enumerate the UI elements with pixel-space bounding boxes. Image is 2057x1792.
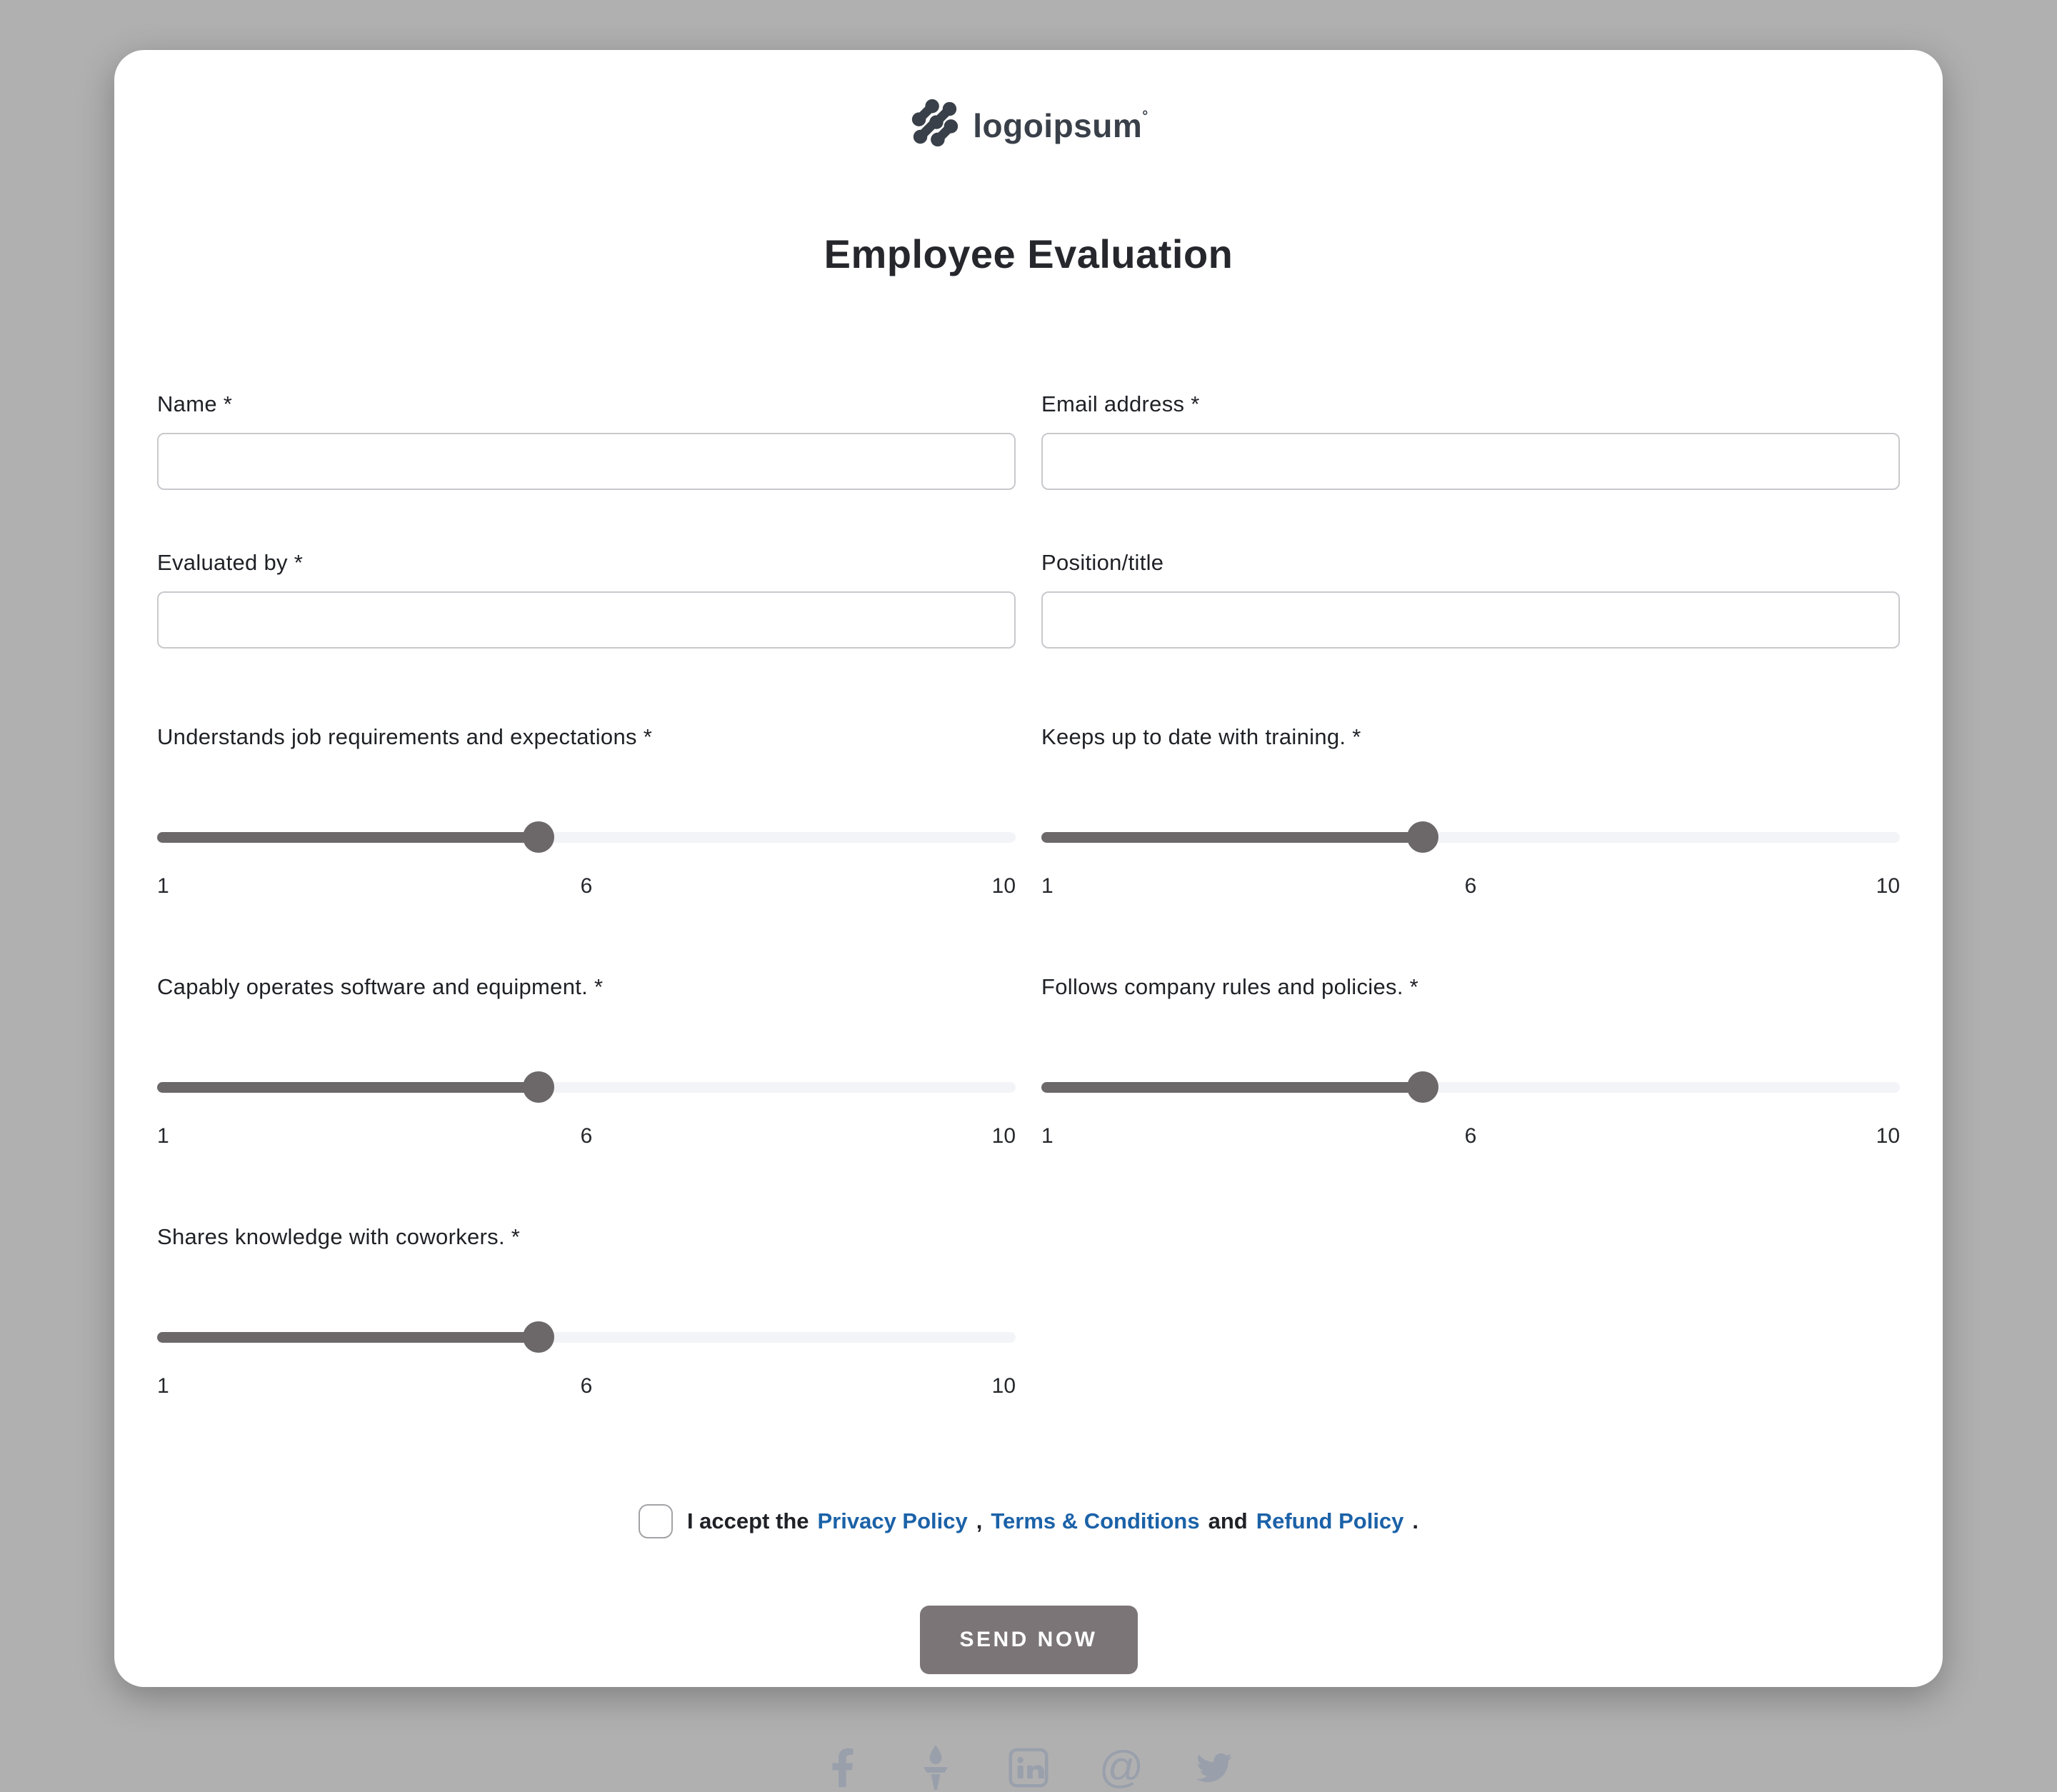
slider-fill <box>157 831 539 843</box>
at-glyph: @ <box>1098 1743 1144 1792</box>
slider-thumb[interactable] <box>1407 821 1439 853</box>
consent-checkbox[interactable] <box>638 1504 673 1538</box>
slider-ticks: 1 6 10 <box>157 1124 1016 1148</box>
logoipsum-icon <box>909 97 961 154</box>
page-title: Employee Evaluation <box>824 231 1233 276</box>
slider-ticks: 1 6 10 <box>157 874 1016 898</box>
slider-ticks: 1 6 10 <box>1041 874 1900 898</box>
email-input[interactable] <box>1041 433 1900 490</box>
slider-group-rules: Follows company rules and policies. * 1 … <box>1041 958 1900 1148</box>
slider-group-software: Capably operates software and equipment.… <box>157 958 1016 1148</box>
slider-track[interactable] <box>157 1321 1016 1353</box>
logo: logoipsum ° <box>157 97 1900 154</box>
evaluated-by-label: Evaluated by * <box>157 550 304 575</box>
name-label: Name * <box>157 391 233 416</box>
slider-fill <box>157 1331 539 1343</box>
slider-ticks: 1 6 10 <box>157 1374 1016 1398</box>
tick-min: 1 <box>1041 1124 1053 1148</box>
slider-thumb[interactable] <box>523 1321 555 1353</box>
tick-min: 1 <box>157 1124 169 1148</box>
slider-track[interactable] <box>1041 821 1900 853</box>
consent-row: I accept the Privacy Policy , Terms & Co… <box>157 1504 1900 1538</box>
slider-track[interactable] <box>157 1071 1016 1103</box>
slider-label: Shares knowledge with coworkers. * <box>157 1224 521 1249</box>
logo-trademark-dot: ° <box>1142 108 1148 124</box>
linkedin-icon[interactable] <box>1005 1744 1052 1791</box>
evaluated-by-input[interactable] <box>157 591 1016 649</box>
facebook-icon[interactable] <box>819 1744 866 1791</box>
field-group-email: Email address * <box>1041 391 1900 490</box>
field-group-position: Position/title <box>1041 550 1900 649</box>
tick-mid: 6 <box>1464 1124 1477 1148</box>
at-icon[interactable]: @ <box>1098 1744 1145 1791</box>
tick-mid: 6 <box>1464 874 1477 898</box>
position-label: Position/title <box>1041 550 1164 575</box>
torch-icon[interactable] <box>912 1744 959 1791</box>
tick-max: 10 <box>991 1124 1016 1148</box>
form-card: logoipsum ° Employee Evaluation Name * Em… <box>114 50 1943 1790</box>
slider-fill <box>1041 1081 1423 1093</box>
slider-fill <box>1041 831 1423 843</box>
slider-group-job-requirements: Understands job requirements and expecta… <box>157 709 1016 898</box>
slider-group-knowledge: Shares knowledge with coworkers. * 1 6 1… <box>157 1208 1016 1398</box>
twitter-icon[interactable] <box>1191 1744 1238 1791</box>
slider-thumb[interactable] <box>523 1071 555 1103</box>
evaluation-form: Name * Email address * Evaluated by * Po… <box>157 391 1900 1398</box>
slider-label: Understands job requirements and expecta… <box>157 724 653 749</box>
slider-thumb[interactable] <box>523 821 555 853</box>
submit-row: SEND NOW <box>157 1606 1900 1674</box>
privacy-policy-link[interactable]: Privacy Policy <box>817 1508 968 1533</box>
email-label: Email address * <box>1041 391 1200 416</box>
position-input[interactable] <box>1041 591 1900 649</box>
tick-max: 10 <box>991 1374 1016 1398</box>
slider-ticks: 1 6 10 <box>1041 1124 1900 1148</box>
terms-conditions-link[interactable]: Terms & Conditions <box>991 1508 1200 1533</box>
tick-mid: 6 <box>580 874 593 898</box>
field-group-evaluated-by: Evaluated by * <box>157 550 1016 649</box>
slider-label: Keeps up to date with training. * <box>1041 724 1361 749</box>
slider-label: Follows company rules and policies. * <box>1041 974 1419 999</box>
tick-mid: 6 <box>580 1374 593 1398</box>
social-links: @ <box>157 1744 1900 1791</box>
field-group-name: Name * <box>157 391 1016 490</box>
slider-group-training: Keeps up to date with training. * 1 6 10 <box>1041 709 1900 898</box>
tick-min: 1 <box>157 874 169 898</box>
consent-and: and <box>1208 1508 1248 1533</box>
name-input[interactable] <box>157 433 1016 490</box>
tick-min: 1 <box>1041 874 1053 898</box>
refund-policy-link[interactable]: Refund Policy <box>1256 1508 1404 1533</box>
tick-max: 10 <box>991 874 1016 898</box>
tick-max: 10 <box>1876 874 1901 898</box>
slider-thumb[interactable] <box>1407 1071 1439 1103</box>
slider-fill <box>157 1081 539 1093</box>
consent-prefix: I accept the <box>686 1508 809 1533</box>
slider-label: Capably operates software and equipment.… <box>157 974 604 999</box>
empty-grid-cell <box>1041 1208 1900 1398</box>
tick-min: 1 <box>157 1374 169 1398</box>
slider-track[interactable] <box>1041 1071 1900 1103</box>
logo-text: logoipsum ° <box>973 106 1148 144</box>
tick-mid: 6 <box>580 1124 593 1148</box>
tick-max: 10 <box>1876 1124 1901 1148</box>
slider-track[interactable] <box>157 821 1016 853</box>
consent-period: . <box>1412 1508 1419 1533</box>
send-now-button[interactable]: SEND NOW <box>919 1606 1138 1674</box>
consent-comma: , <box>976 1508 983 1533</box>
